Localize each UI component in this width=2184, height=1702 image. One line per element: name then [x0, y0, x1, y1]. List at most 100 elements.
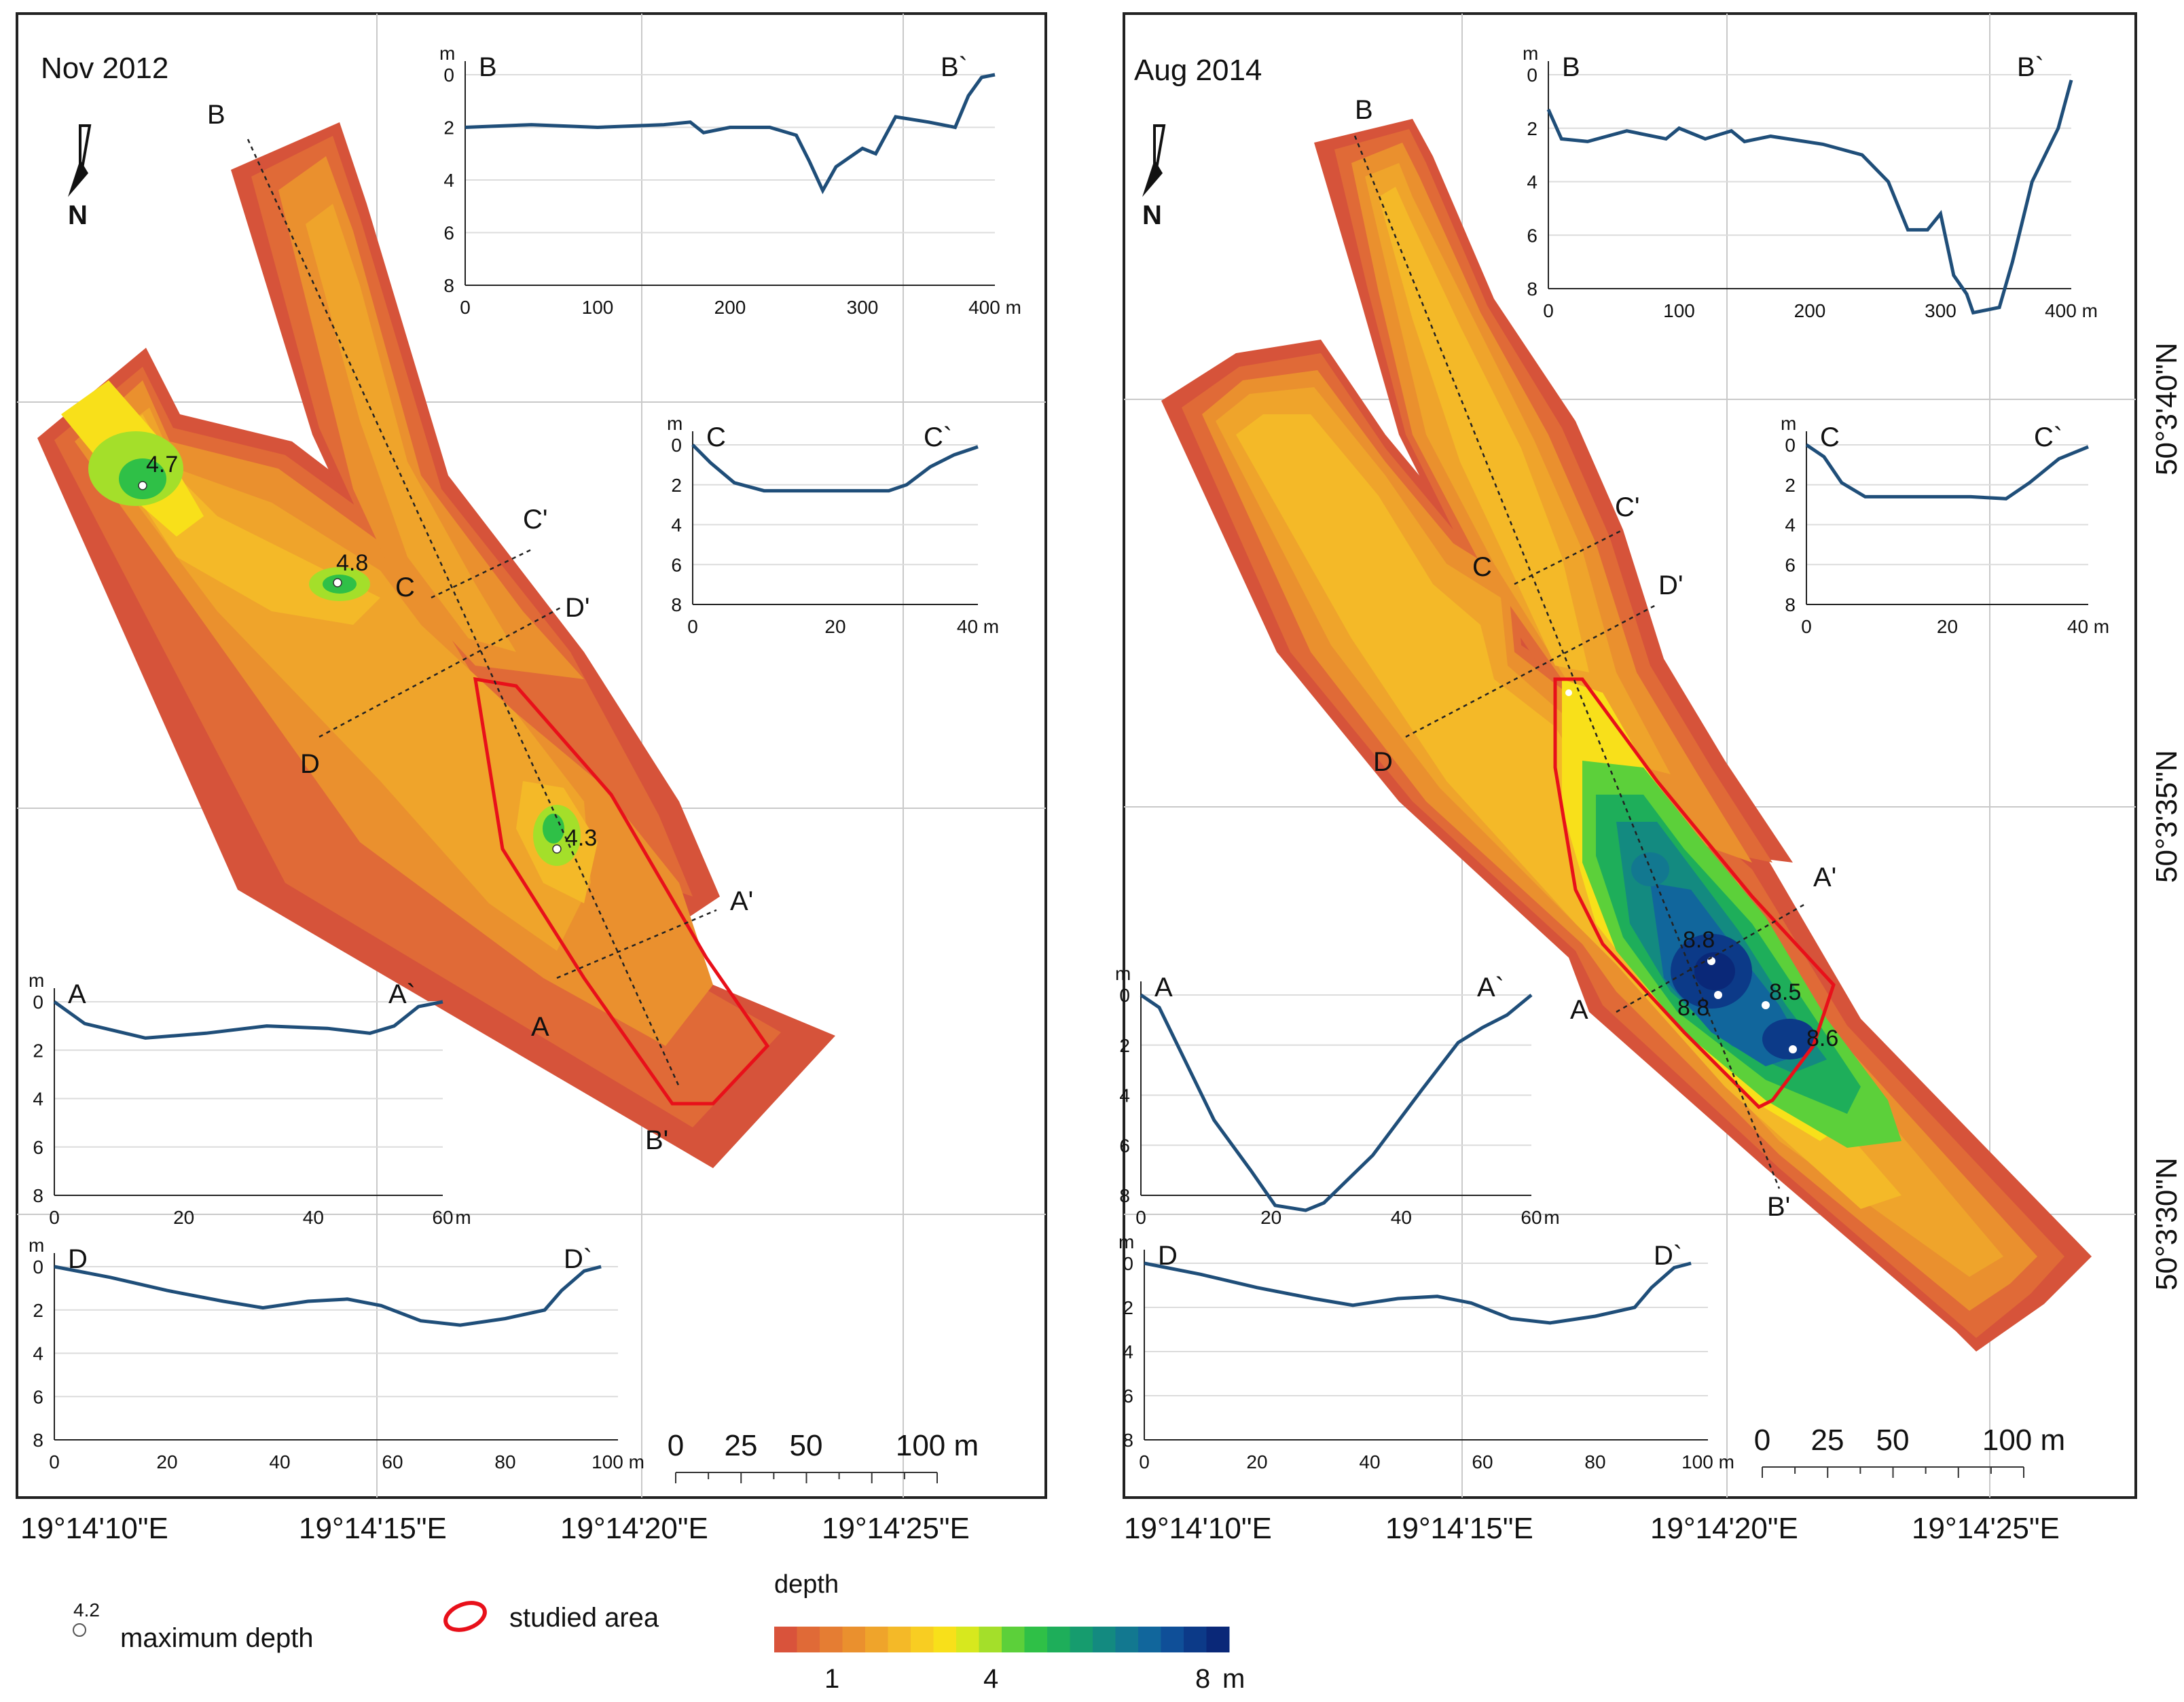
profile-x-tick: 200	[714, 297, 746, 318]
section-point-label: A	[531, 1012, 549, 1042]
profile-y-tick: 2	[1119, 1035, 1130, 1056]
profile-x-tick: 100 m	[1681, 1451, 1734, 1472]
profile-x-tick: 400 m	[2045, 300, 2098, 321]
panel-date-label: Nov 2012	[41, 52, 168, 85]
section-point-label: C	[395, 573, 415, 602]
section-point-label: A	[1570, 995, 1588, 1025]
profile-y-tick: 8	[1527, 278, 1537, 300]
colorbar-swatch	[797, 1627, 820, 1652]
scale-label: 100 m	[896, 1429, 979, 1462]
studied-area-outline-aug	[1553, 677, 1836, 1110]
profile-y-tick: 6	[671, 554, 682, 575]
profile-depth-line	[691, 443, 979, 493]
profile-x-tick: 300	[1925, 300, 1956, 321]
section-point-label: C	[1472, 552, 1492, 582]
depth-colorbar	[774, 1627, 1230, 1652]
profile-y-tick: 6	[1527, 225, 1537, 246]
max-depth-marker	[552, 844, 562, 854]
max-depth-marker	[138, 481, 147, 490]
section-point-label: B'	[645, 1125, 668, 1155]
section-point-label: C'	[523, 505, 548, 535]
profile-depth-line	[1546, 79, 2073, 315]
profile-unit: m	[1523, 43, 1538, 64]
colorbar-swatch	[774, 1627, 797, 1652]
max-depth-marker	[1714, 991, 1722, 999]
longitude-label: 19°14'25"E	[1912, 1512, 2060, 1545]
max-depth-marker	[1789, 1045, 1797, 1053]
profile-x-tick: 40	[303, 1207, 324, 1228]
section-point-label: B	[1355, 95, 1373, 125]
colorbar-swatch	[956, 1627, 979, 1652]
map-frame	[1123, 12, 2137, 1499]
profile-depth-line	[1805, 443, 2089, 501]
profile-y-tick: 8	[33, 1430, 43, 1451]
profile-x-tick: 20	[1246, 1451, 1267, 1472]
profile-y-tick: 6	[1123, 1386, 1133, 1407]
longitude-label: 19°14'20"E	[1650, 1512, 1798, 1545]
max-depth-value: 4.3	[565, 825, 597, 851]
legend-studied-area-label: studied area	[509, 1603, 659, 1633]
profile-y-tick: 8	[1123, 1430, 1133, 1451]
section-point-label: A'	[1813, 863, 1836, 892]
colorbar-swatch	[1070, 1627, 1093, 1652]
legend-max-depth-label: maximum depth	[120, 1623, 314, 1653]
profile-x-tick: 0	[1135, 1207, 1146, 1228]
profile-x-tick: m	[455, 1207, 471, 1228]
max-depth-marker	[1565, 689, 1572, 696]
profile-depth-line	[54, 1265, 602, 1327]
profile-x-tick: 0	[49, 1207, 60, 1228]
profile-unit: m	[29, 970, 44, 991]
profile-y-tick: 6	[33, 1386, 43, 1407]
section-point-label: D'	[565, 593, 590, 623]
colorbar-swatch	[888, 1627, 911, 1652]
max-depth-value: 8.8	[1683, 927, 1715, 953]
profile-x-tick: 100 m	[592, 1451, 644, 1472]
legend: 4.2 maximum depth studied area depth 1 4…	[73, 1570, 1245, 1694]
tributary-contour-4	[1379, 187, 1589, 672]
colorbar-title: depth	[774, 1570, 839, 1599]
latitude-label: 50°3'40"N	[2150, 342, 2183, 475]
colorbar-swatch	[1024, 1627, 1048, 1652]
profile-start-label: A	[68, 979, 86, 1009]
profile-y-tick: 4	[33, 1089, 43, 1110]
profile-y-tick: 2	[1123, 1297, 1133, 1318]
profile-y-tick: 0	[1119, 985, 1130, 1006]
latitude-label: 50°3'35"N	[2150, 750, 2183, 883]
profile-x-tick: 80	[1584, 1451, 1605, 1472]
svg-text:N: N	[1142, 200, 1162, 230]
section-point-label: D'	[1658, 571, 1684, 600]
max-depth-value: 4.7	[146, 452, 178, 477]
colorbar-swatch	[1138, 1627, 1161, 1652]
profile-y-tick: 4	[1785, 515, 1796, 536]
profile-y-tick: 4	[443, 170, 454, 191]
bathymetry-map-nov	[37, 122, 835, 1168]
profile-x-tick: 0	[49, 1451, 60, 1472]
river-hotspot-2	[1694, 952, 1735, 990]
profile-x-tick: 0	[687, 616, 698, 637]
tributary-contour-3	[306, 204, 516, 652]
profile-x-tick: 20	[824, 616, 845, 637]
studied-area-outline-nov	[473, 676, 770, 1106]
profile-y-tick: 2	[33, 1040, 43, 1061]
profile-depth-line	[53, 1000, 443, 1040]
profile-y-tick: 6	[1785, 554, 1796, 575]
profile-unit: m	[667, 413, 682, 434]
scale-bar: 0 25 50 100 m	[1754, 1424, 2065, 1478]
profile-unit: m	[1118, 1231, 1134, 1252]
profile-x-tick: 100	[582, 297, 614, 318]
profile-x-tick: 20	[156, 1451, 177, 1472]
river-hotspot-6	[543, 814, 564, 844]
map-frame	[16, 12, 1047, 1499]
profile-end-label: C`	[924, 422, 952, 452]
max-depth-value: 4.8	[336, 550, 368, 576]
profile-unit: m	[1115, 963, 1131, 984]
colorbar-swatch	[979, 1627, 1002, 1652]
profile-end-label: C`	[2034, 422, 2062, 452]
profile-end-label: B`	[2017, 52, 2044, 82]
